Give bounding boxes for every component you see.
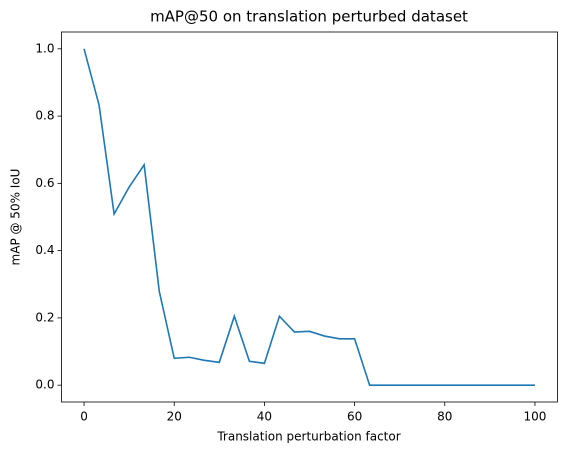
x-tick-label: 0 xyxy=(80,410,88,424)
y-tick-label: 0.6 xyxy=(35,176,54,190)
x-tick-label: 20 xyxy=(167,410,182,424)
y-tick-label: 0.4 xyxy=(35,243,54,257)
x-tick-label: 60 xyxy=(347,410,362,424)
y-axis-label: mAP @ 50% IoU xyxy=(9,169,23,266)
x-tick-label: 40 xyxy=(257,410,272,424)
x-axis-label: Translation perturbation factor xyxy=(216,430,400,444)
y-tick-label: 0.2 xyxy=(35,310,54,324)
y-tick-label: 0.8 xyxy=(35,109,54,123)
x-tick-label: 100 xyxy=(524,410,547,424)
chart-title: mAP@50 on translation perturbed dataset xyxy=(150,8,468,26)
data-line xyxy=(83,48,535,386)
y-tick-label: 1.0 xyxy=(35,41,54,55)
x-tick-label: 80 xyxy=(437,410,452,424)
plot-frame xyxy=(61,31,558,403)
y-tick-label: 0.0 xyxy=(35,378,54,392)
